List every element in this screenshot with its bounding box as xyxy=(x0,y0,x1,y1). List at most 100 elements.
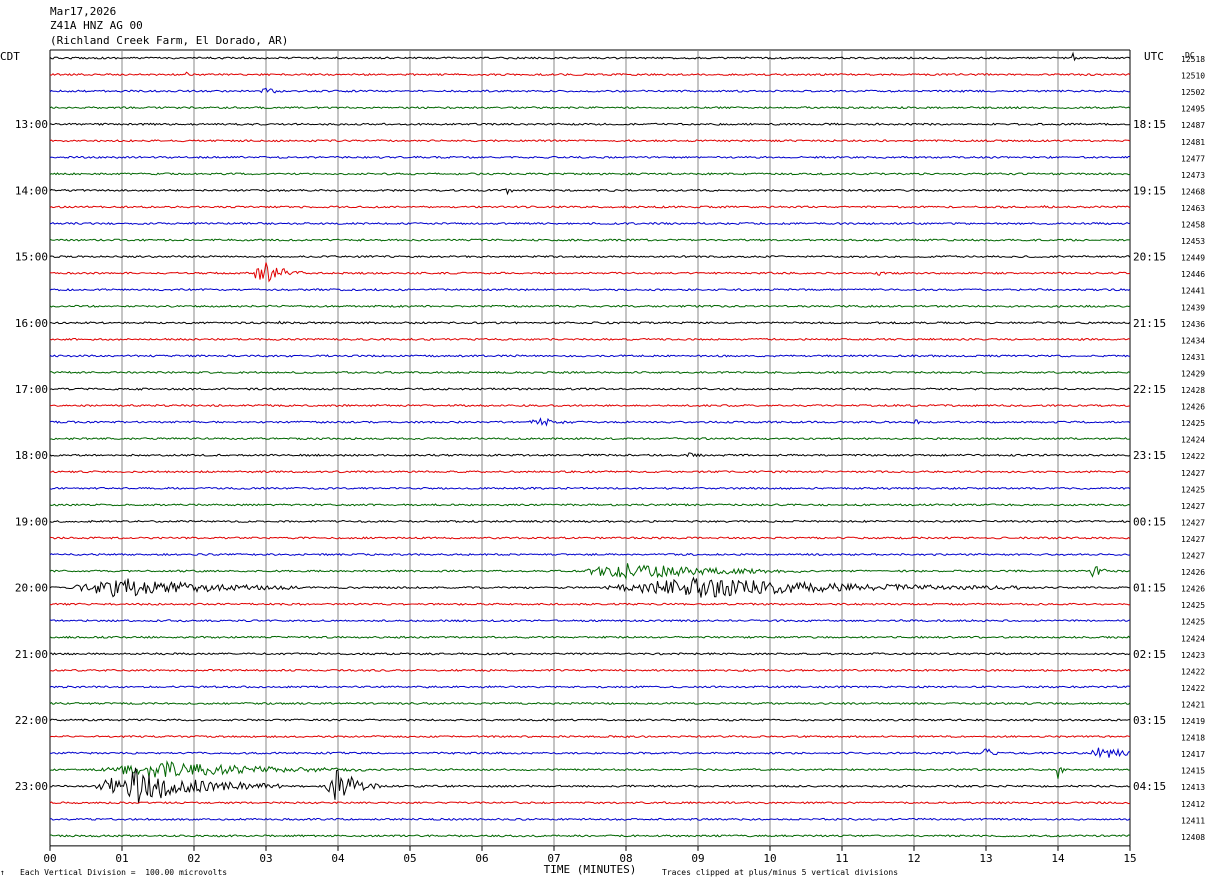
left-time-label: 15:00 xyxy=(15,251,48,264)
x-tick-label: 06 xyxy=(475,852,488,865)
x-tick-label: 00 xyxy=(43,852,56,865)
dc-offset-label: 12428 xyxy=(1181,386,1205,395)
trace-line-15 xyxy=(49,304,1131,308)
right-time-label: 03:15 xyxy=(1133,714,1166,727)
header-station: Z41A HNZ AG 00 xyxy=(50,19,143,32)
right-time-label: 19:15 xyxy=(1133,184,1166,197)
dc-offset-label: 12411 xyxy=(1181,816,1205,825)
trace-line-28 xyxy=(49,519,1131,524)
trace-line-3 xyxy=(49,106,1131,110)
dc-offset-label: 12458 xyxy=(1181,221,1205,230)
dc-offset-label: 12502 xyxy=(1181,88,1205,97)
trace-line-30 xyxy=(49,552,1131,557)
x-tick-label: 05 xyxy=(403,852,416,865)
trace-line-4 xyxy=(49,122,1131,126)
trace-line-47 xyxy=(50,834,1131,838)
trace-line-33 xyxy=(49,602,1131,606)
dc-offset-label: 12468 xyxy=(1181,187,1205,196)
left-time-label: 19:00 xyxy=(15,515,48,528)
trace-line-40 xyxy=(49,718,1131,722)
dc-label: DC xyxy=(1185,51,1195,60)
right-time-label: 22:15 xyxy=(1133,383,1166,396)
right-time-label: 00:15 xyxy=(1133,515,1166,528)
trace-line-14 xyxy=(49,288,1131,292)
dc-offset-label: 12424 xyxy=(1181,436,1205,445)
right-time-label: 21:15 xyxy=(1133,317,1166,330)
trace-line-25 xyxy=(49,470,1131,474)
clip-note: Traces clipped at plus/minus 5 vertical … xyxy=(662,868,899,877)
x-tick-label: 01 xyxy=(115,852,128,865)
header-date: Mar17,2026 xyxy=(50,5,117,18)
header-location: (Richland Creek Farm, El Dorado, AR) xyxy=(50,34,289,47)
left-time-label: 21:00 xyxy=(15,648,48,661)
dc-offset-label: 12426 xyxy=(1181,585,1205,594)
dc-offset-label: 12429 xyxy=(1181,369,1205,378)
trace-line-37 xyxy=(49,668,1131,672)
dc-offset-label: 12413 xyxy=(1181,783,1205,792)
right-zone-label: UTC xyxy=(1144,50,1164,63)
trace-line-44 xyxy=(49,767,1131,804)
left-time-label: 23:00 xyxy=(15,780,48,793)
x-tick-label: 02 xyxy=(187,852,200,865)
dc-offset-label: 12422 xyxy=(1181,684,1205,693)
right-time-label: 01:15 xyxy=(1133,582,1166,595)
left-time-label: 20:00 xyxy=(15,582,48,595)
trace-line-32 xyxy=(49,576,1131,598)
trace-line-24 xyxy=(49,452,1131,458)
x-tick-label: 15 xyxy=(1123,852,1136,865)
trace-line-8 xyxy=(49,188,1131,196)
trace-line-20 xyxy=(49,387,1131,391)
dc-offset-label: 12453 xyxy=(1181,237,1205,246)
dc-offset-label: 12441 xyxy=(1181,287,1205,296)
dc-offset-label: 12408 xyxy=(1181,833,1205,842)
dc-offset-label: 12463 xyxy=(1181,204,1205,213)
x-tick-label: 10 xyxy=(763,852,776,865)
trace-line-45 xyxy=(49,801,1131,805)
left-time-label: 14:00 xyxy=(15,184,48,197)
dc-offset-label: 12425 xyxy=(1181,419,1205,428)
left-time-label: 18:00 xyxy=(15,449,48,462)
dc-offset-label: 12431 xyxy=(1181,353,1205,362)
trace-line-11 xyxy=(49,238,1130,242)
trace-line-29 xyxy=(49,536,1131,540)
left-time-label: 22:00 xyxy=(15,714,48,727)
right-time-label: 18:15 xyxy=(1133,118,1166,131)
dc-offset-label: 12425 xyxy=(1181,618,1205,627)
dc-offset-label: 12518 xyxy=(1181,55,1205,64)
trace-line-1 xyxy=(49,71,1131,77)
dc-offset-label: 12495 xyxy=(1181,105,1205,114)
x-tick-label: 09 xyxy=(691,852,704,865)
dc-offset-label: 12449 xyxy=(1181,254,1205,263)
dc-offset-label: 12412 xyxy=(1181,800,1205,809)
right-time-label: 23:15 xyxy=(1133,449,1166,462)
trace-line-10 xyxy=(49,221,1131,226)
dc-offset-label: 12510 xyxy=(1181,72,1205,81)
dc-offset-label: 12422 xyxy=(1181,667,1205,676)
dc-offset-label: 12439 xyxy=(1181,303,1205,312)
trace-line-23 xyxy=(49,437,1131,441)
trace-line-39 xyxy=(49,701,1131,706)
trace-line-13 xyxy=(49,262,1131,283)
trace-line-12 xyxy=(49,255,1131,259)
trace-line-35 xyxy=(49,635,1131,639)
x-tick-label: 14 xyxy=(1051,852,1065,865)
dc-offset-label: 12477 xyxy=(1181,154,1205,163)
trace-line-17 xyxy=(49,337,1131,341)
x-tick-label: 13 xyxy=(979,852,992,865)
trace-line-38 xyxy=(49,685,1131,689)
dc-offset-label: 12427 xyxy=(1181,502,1205,511)
trace-line-18 xyxy=(49,354,1131,358)
dc-offset-label: 12423 xyxy=(1181,651,1205,660)
trace-line-22 xyxy=(49,417,1131,427)
left-zone-label: CDT xyxy=(0,50,20,63)
x-axis-label: TIME (MINUTES) xyxy=(544,863,637,876)
dc-offset-label: 12418 xyxy=(1181,734,1205,743)
trace-line-31 xyxy=(49,563,1131,581)
left-time-label: 13:00 xyxy=(15,118,48,131)
dc-offset-label: 12487 xyxy=(1181,121,1205,130)
dc-offset-label: 12422 xyxy=(1181,452,1205,461)
dc-offset-label: 12426 xyxy=(1181,403,1205,412)
trace-line-0 xyxy=(49,51,1131,62)
dc-offset-label: 12426 xyxy=(1181,568,1205,577)
scale-note: Each Vertical Division = 100.00 microvol… xyxy=(20,868,228,877)
